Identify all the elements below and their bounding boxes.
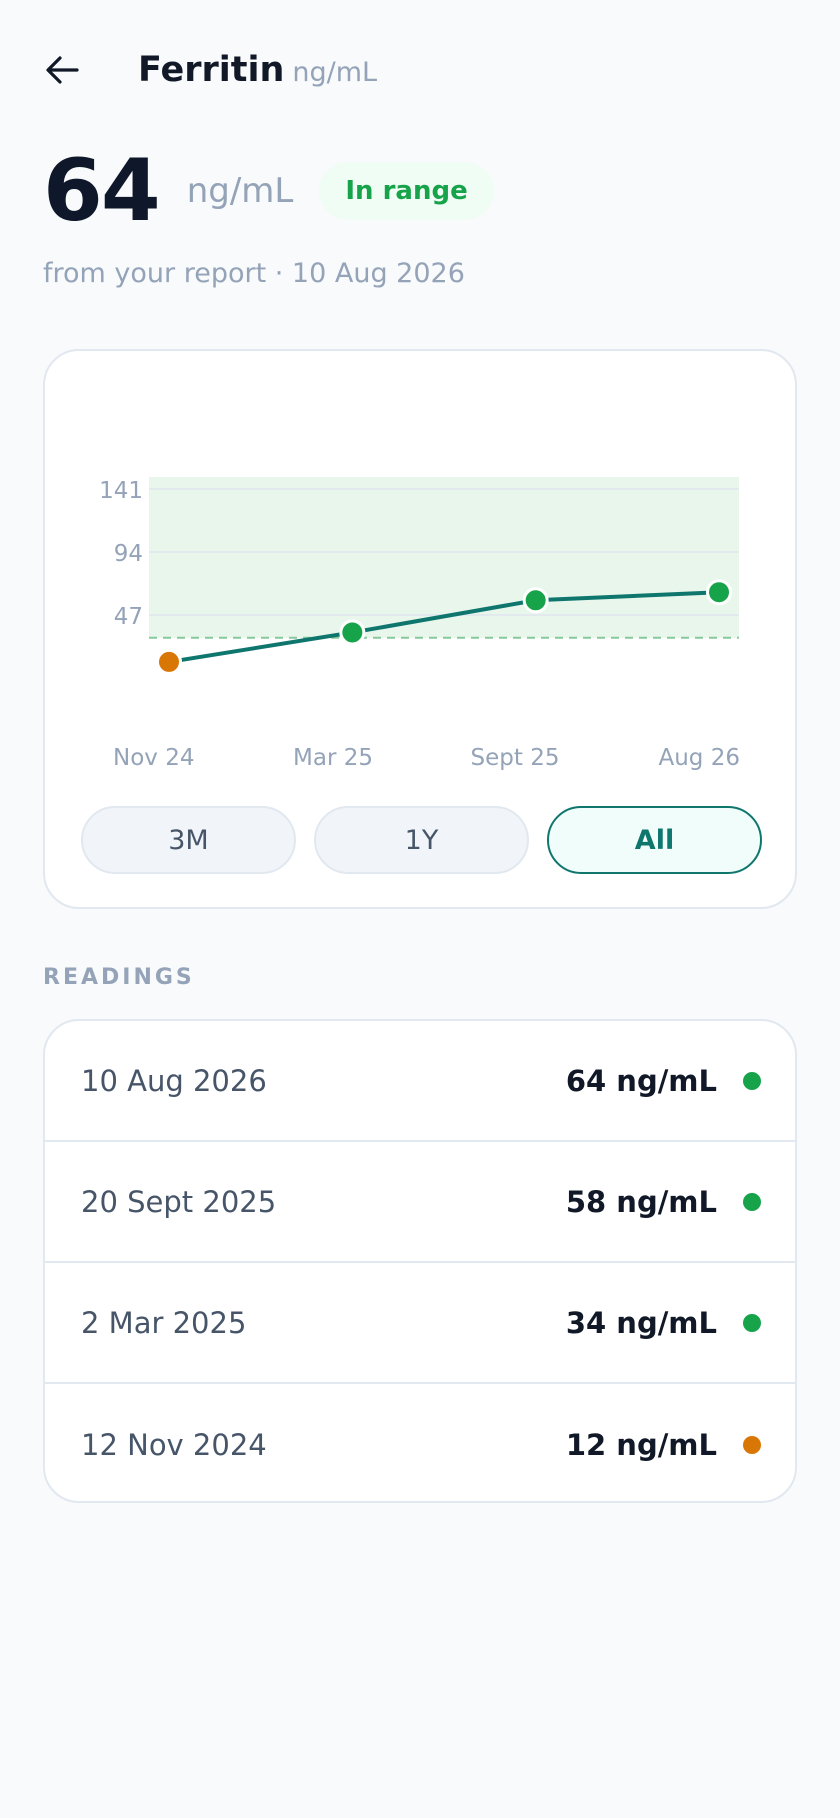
arrow-left-icon [46, 56, 79, 84]
readings-section-label: READINGS [43, 965, 195, 990]
series-line [167, 590, 721, 664]
reading-date: 12 Nov 2024 [81, 1427, 267, 1462]
y-tick-label: 94 [114, 541, 143, 567]
range-button-3m[interactable]: 3M [81, 806, 296, 874]
x-tick-label: Aug 26 [659, 745, 741, 771]
reference-range-band [149, 477, 739, 638]
reading-row[interactable]: 2 Mar 2025 34 ng/mL [45, 1263, 795, 1384]
reading-value: 12 ng/mL [565, 1427, 717, 1462]
reading-row[interactable]: 20 Sept 2025 58 ng/mL [45, 1142, 795, 1263]
status-dot [743, 1435, 761, 1454]
reading-row[interactable]: 10 Aug 2026 64 ng/mL [45, 1021, 795, 1142]
reading-date: 10 Aug 2026 [81, 1063, 267, 1098]
reading-value: 64 ng/mL [565, 1063, 717, 1098]
y-tick-label: 47 [114, 604, 143, 630]
reading-date: 2 Mar 2025 [81, 1305, 247, 1340]
time-range-selector: 3M 1Y All [81, 806, 762, 874]
data-point [522, 587, 549, 614]
readings-list: 10 Aug 2026 64 ng/mL 20 Sept 2025 58 ng/mL 2… [43, 1019, 797, 1503]
status-dot [743, 1071, 761, 1090]
back-button[interactable] [43, 44, 103, 96]
data-point [706, 579, 732, 606]
title-unit: ng/mL [292, 57, 378, 88]
data-point [156, 648, 182, 675]
title-group: Ferritin ng/mL [138, 50, 377, 90]
page-title: Ferritin [138, 50, 285, 90]
report-source: from your report · 10 Aug 2026 [43, 258, 465, 289]
reading-row[interactable]: 12 Nov 2024 12 ng/mL [45, 1384, 795, 1501]
current-value-row: 64 ng/mL In range [43, 148, 494, 234]
x-tick-label: Nov 24 [113, 745, 194, 771]
current-value-unit: ng/mL [186, 171, 294, 211]
reading-value: 58 ng/mL [565, 1184, 717, 1219]
header: Ferritin ng/mL [43, 44, 377, 96]
trend-chart-card: 47 94 141 Nov 24 Mar 25 Sept 25 Aug 26 3M 1Y All [43, 349, 797, 909]
data-point [339, 619, 366, 646]
range-button-all[interactable]: All [547, 806, 762, 874]
status-dot [743, 1313, 761, 1332]
current-value: 64 [43, 141, 161, 241]
reading-date: 20 Sept 2025 [81, 1184, 277, 1219]
range-button-1y[interactable]: 1Y [314, 806, 529, 874]
status-badge: In range [319, 162, 494, 220]
status-dot [743, 1192, 761, 1211]
x-tick-label: Mar 25 [293, 745, 373, 771]
y-tick-label: 141 [99, 478, 143, 504]
reading-value: 34 ng/mL [565, 1305, 717, 1340]
trend-chart: 47 94 141 Nov 24 Mar 25 Sept 25 Aug 26 [99, 477, 741, 771]
x-tick-label: Sept 25 [471, 745, 560, 771]
